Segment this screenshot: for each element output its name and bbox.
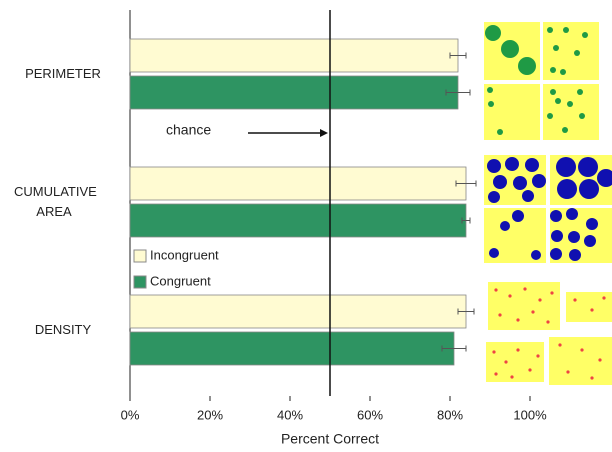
- chance-arrowhead: [320, 129, 328, 137]
- chance-label: chance: [166, 122, 211, 138]
- bar: [130, 167, 466, 200]
- page: Percent Correct 0% 20% 40% 60% 80% 100% chance…: [0, 0, 612, 452]
- legend-label: Incongruent: [150, 247, 219, 262]
- x-axis-label: Percent Correct: [281, 431, 379, 447]
- category-label: PERIMETER: [8, 64, 118, 84]
- bar: [130, 204, 466, 237]
- x-tick-label: 60%: [357, 407, 383, 422]
- legend-swatch: [134, 276, 146, 288]
- bar: [130, 332, 454, 365]
- x-tick-label: 80%: [437, 407, 463, 422]
- stimulus-images: [484, 22, 612, 385]
- legend-swatch: [134, 250, 146, 262]
- x-tick-label: 40%: [277, 407, 303, 422]
- x-tick-label: 100%: [513, 407, 547, 422]
- category-label: CUMULATIVE AREA: [14, 182, 94, 222]
- bar: [130, 76, 458, 109]
- category-label: DENSITY: [8, 320, 118, 340]
- bar: [130, 295, 466, 328]
- x-tick-label: 0%: [121, 407, 140, 422]
- x-tick-label: 20%: [197, 407, 223, 422]
- bar: [130, 39, 458, 72]
- legend-label: Congruent: [150, 273, 211, 288]
